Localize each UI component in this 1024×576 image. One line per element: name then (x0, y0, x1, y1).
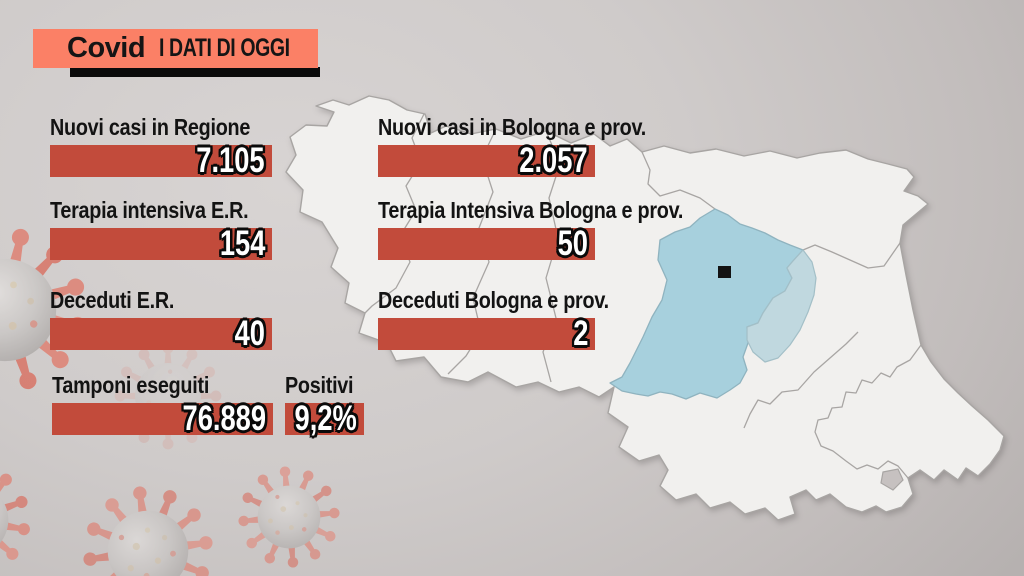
stat-label: Nuovi casi in Bologna e prov. (378, 114, 647, 140)
virus-bottom-center (74, 477, 222, 576)
stat-value-bar: 2.057 (378, 141, 595, 180)
stat-tamponi-eseguiti: Tamponi eseguiti 76.889 (52, 372, 273, 438)
stat-value: 50 (557, 224, 588, 263)
stat-label: Deceduti E.R. (50, 287, 175, 313)
stat-value: 40 (234, 314, 265, 353)
stat-value-bar: 40 (50, 314, 272, 353)
stat-nuovi-casi-regione: Nuovi casi in Regione 7.105 (50, 114, 272, 180)
stat-value-bar: 76.889 (52, 399, 273, 438)
stat-terapia-intensiva-er: Terapia intensiva E.R. 154 (50, 197, 272, 263)
stat-value-bar: 154 (50, 224, 272, 263)
stat-label: Nuovi casi in Regione (50, 114, 251, 140)
stat-label: Terapia Intensiva Bologna e prov. (378, 197, 684, 223)
stat-value: 2.057 (519, 141, 588, 180)
stat-value-bar: 7.105 (50, 141, 272, 180)
stat-positivi: Positivi 9,2% (285, 372, 364, 438)
virus-bottom-right (221, 449, 357, 576)
stat-label: Tamponi eseguiti (52, 372, 210, 398)
stat-value-bar: 9,2% (285, 399, 364, 438)
bologna-province-highlight (609, 208, 804, 400)
virus-bottom-left-edge (0, 437, 55, 576)
stat-value: 76.889 (182, 399, 266, 438)
stat-value-bar: 50 (378, 224, 595, 263)
stat-terapia-intensiva-bologna: Terapia Intensiva Bologna e prov. 50 (378, 197, 684, 263)
title-banner-shadow (70, 67, 320, 77)
stat-value: 9,2% (294, 399, 357, 438)
stat-value: 154 (219, 224, 265, 263)
stat-label: Deceduti Bologna e prov. (378, 287, 609, 313)
imola-district-highlight (746, 249, 817, 363)
stat-label: Positivi (285, 372, 354, 398)
stat-deceduti-er: Deceduti E.R. 40 (50, 287, 272, 353)
stat-value-bar: 2 (378, 314, 595, 353)
stat-label: Terapia intensiva E.R. (50, 197, 249, 223)
stat-nuovi-casi-bologna: Nuovi casi in Bologna e prov. 2.057 (378, 114, 647, 180)
san-marino-enclave (880, 468, 904, 491)
title-banner: Covid I DATI DI OGGI (33, 29, 318, 68)
stat-value: 7.105 (196, 141, 265, 180)
stat-value: 2 (572, 314, 588, 353)
stat-deceduti-bologna: Deceduti Bologna e prov. 2 (378, 287, 609, 353)
bologna-city-marker (718, 266, 731, 278)
region-outline (285, 95, 1005, 521)
title-subtitle: I DATI DI OGGI (159, 34, 290, 62)
title-brand: Covid (67, 32, 146, 64)
